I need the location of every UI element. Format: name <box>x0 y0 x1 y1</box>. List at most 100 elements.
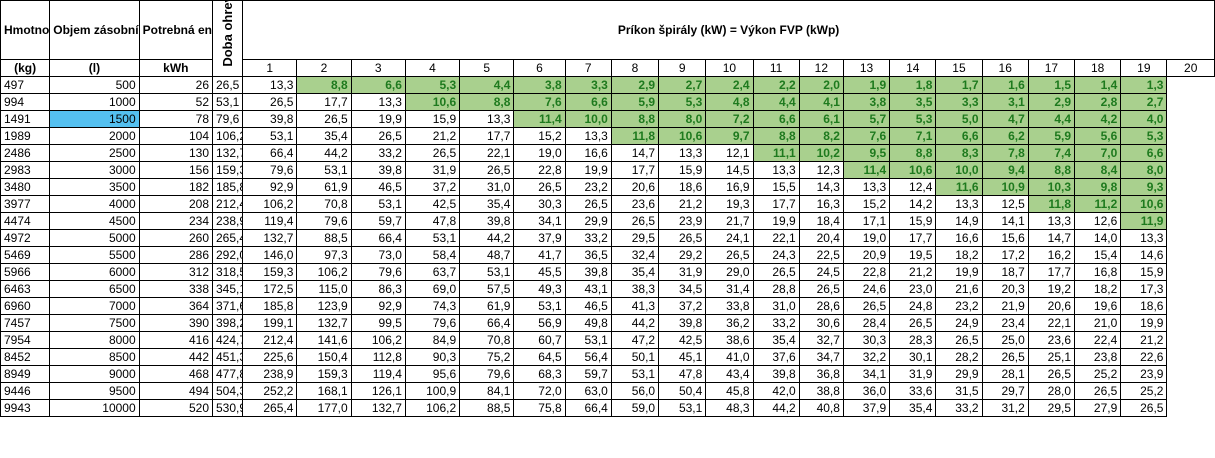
power-column-header: 10 <box>705 59 754 77</box>
volume-cell[interactable]: 5000 <box>49 229 140 247</box>
power-column-header: 15 <box>935 59 983 77</box>
time-cell: 39,8 <box>459 212 515 230</box>
volume-cell[interactable]: 8000 <box>49 331 140 349</box>
time-cell: 31,9 <box>404 161 461 179</box>
volume-cell[interactable]: 3500 <box>49 178 140 196</box>
volume-cell[interactable]: 7000 <box>49 297 140 315</box>
power-column-header: 17 <box>1027 59 1076 77</box>
mass-cell: 9446 <box>0 382 51 400</box>
time-cell: 35,4 <box>889 399 937 417</box>
selected-volume-cell[interactable]: 1500 <box>49 110 140 128</box>
highlighted-time-cell: 8,0 <box>658 110 707 128</box>
time-cell: 24,8 <box>889 297 937 315</box>
volume-cell[interactable]: 2000 <box>49 127 140 145</box>
highlighted-time-cell: 11,8 <box>610 127 660 145</box>
mass-header: Hmotnosť vody <box>0 0 51 60</box>
time-cell: 37,9 <box>513 229 566 247</box>
time-cell: 28,8 <box>752 280 800 298</box>
volume-cell[interactable]: 3000 <box>49 161 140 179</box>
time-cell: 199,1 <box>242 314 298 332</box>
volume-cell[interactable]: 4000 <box>49 195 140 213</box>
volume-cell[interactable]: 6000 <box>49 263 140 281</box>
time-cell: 21,2 <box>889 263 937 281</box>
volume-cell[interactable]: 5500 <box>49 246 140 264</box>
highlighted-time-cell: 4,2 <box>1074 110 1122 128</box>
volume-cell[interactable]: 1000 <box>49 93 140 111</box>
time-cell: 15,9 <box>404 110 461 128</box>
highlighted-time-cell: 3,3 <box>935 93 983 111</box>
volume-cell[interactable]: 9000 <box>49 365 140 383</box>
time-cell: 23,6 <box>610 195 660 213</box>
time-cell: 371,6 <box>211 297 244 315</box>
time-cell: 22,5 <box>798 246 844 264</box>
time-cell: 79,6 <box>211 110 244 128</box>
time-cell: 16,9 <box>705 178 754 196</box>
time-cell: 88,5 <box>459 399 515 417</box>
energy-header: Potrebná energia <box>138 0 214 60</box>
time-cell: 14,7 <box>1027 229 1076 247</box>
time-cell: 31,9 <box>658 263 707 281</box>
volume-header: Objem zásobníka <box>49 0 140 60</box>
time-cell: 84,1 <box>459 382 515 400</box>
time-cell: 132,7 <box>296 314 352 332</box>
highlighted-time-cell: 10,6 <box>404 93 461 111</box>
time-cell: 530,9 <box>211 399 244 417</box>
time-cell: 132,7 <box>211 144 244 162</box>
mass-cell: 6960 <box>0 297 51 315</box>
time-cell: 477,8 <box>211 365 244 383</box>
time-cell: 21,2 <box>658 195 707 213</box>
mass-cell: 6463 <box>0 280 51 298</box>
volume-cell[interactable]: 6500 <box>49 280 140 298</box>
highlighted-time-cell: 10,0 <box>564 110 612 128</box>
time-cell: 90,3 <box>404 348 461 366</box>
time-cell: 504,3 <box>211 382 244 400</box>
time-cell: 28,0 <box>1027 382 1076 400</box>
volume-cell[interactable]: 9500 <box>49 382 140 400</box>
time-cell: 23,2 <box>564 178 612 196</box>
time-cell: 39,8 <box>350 161 406 179</box>
mass-cell: 3480 <box>0 178 51 196</box>
heating-time-rotated-label: Doba ohrevu (h) <box>211 0 244 77</box>
time-cell: 29,5 <box>610 229 660 247</box>
time-cell: 26,5 <box>610 212 660 230</box>
time-cell: 53,1 <box>296 161 352 179</box>
time-cell: 18,2 <box>935 246 983 264</box>
highlighted-time-cell: 3,3 <box>564 76 612 94</box>
energy-cell: 26 <box>138 76 214 94</box>
time-cell: 29,0 <box>705 263 754 281</box>
highlighted-time-cell: 8,8 <box>752 127 800 145</box>
time-cell: 28,4 <box>842 314 891 332</box>
time-cell: 26,5 <box>981 348 1029 366</box>
highlighted-time-cell: 2,7 <box>1120 93 1168 111</box>
energy-cell: 312 <box>138 263 214 281</box>
highlighted-time-cell: 8,8 <box>459 93 515 111</box>
volume-cell[interactable]: 2500 <box>49 144 140 162</box>
time-cell: 40,8 <box>798 399 844 417</box>
volume-cell[interactable]: 500 <box>49 76 140 94</box>
volume-cell[interactable]: 8500 <box>49 348 140 366</box>
energy-cell: 468 <box>138 365 214 383</box>
time-cell: 17,7 <box>296 93 352 111</box>
power-column-header: 9 <box>658 59 707 77</box>
power-column-header: 1 <box>242 59 298 77</box>
time-cell: 29,2 <box>658 246 707 264</box>
highlighted-time-cell: 5,9 <box>610 93 660 111</box>
time-cell: 19,9 <box>564 161 612 179</box>
volume-cell[interactable]: 4500 <box>49 212 140 230</box>
time-cell: 20,9 <box>842 246 891 264</box>
time-cell: 19,2 <box>1027 280 1076 298</box>
time-cell: 59,0 <box>610 399 660 417</box>
time-cell: 15,2 <box>513 127 566 145</box>
time-cell: 70,8 <box>296 195 352 213</box>
time-cell: 31,0 <box>459 178 515 196</box>
volume-cell[interactable]: 7500 <box>49 314 140 332</box>
time-cell: 126,1 <box>350 382 406 400</box>
time-cell: 56,9 <box>513 314 566 332</box>
time-cell: 46,5 <box>350 178 406 196</box>
highlighted-time-cell: 5,3 <box>1120 127 1168 145</box>
time-cell: 22,1 <box>1027 314 1076 332</box>
time-cell: 17,3 <box>1120 280 1168 298</box>
mass-cell: 8452 <box>0 348 51 366</box>
time-cell: 47,2 <box>610 331 660 349</box>
volume-cell[interactable]: 10000 <box>49 399 140 417</box>
